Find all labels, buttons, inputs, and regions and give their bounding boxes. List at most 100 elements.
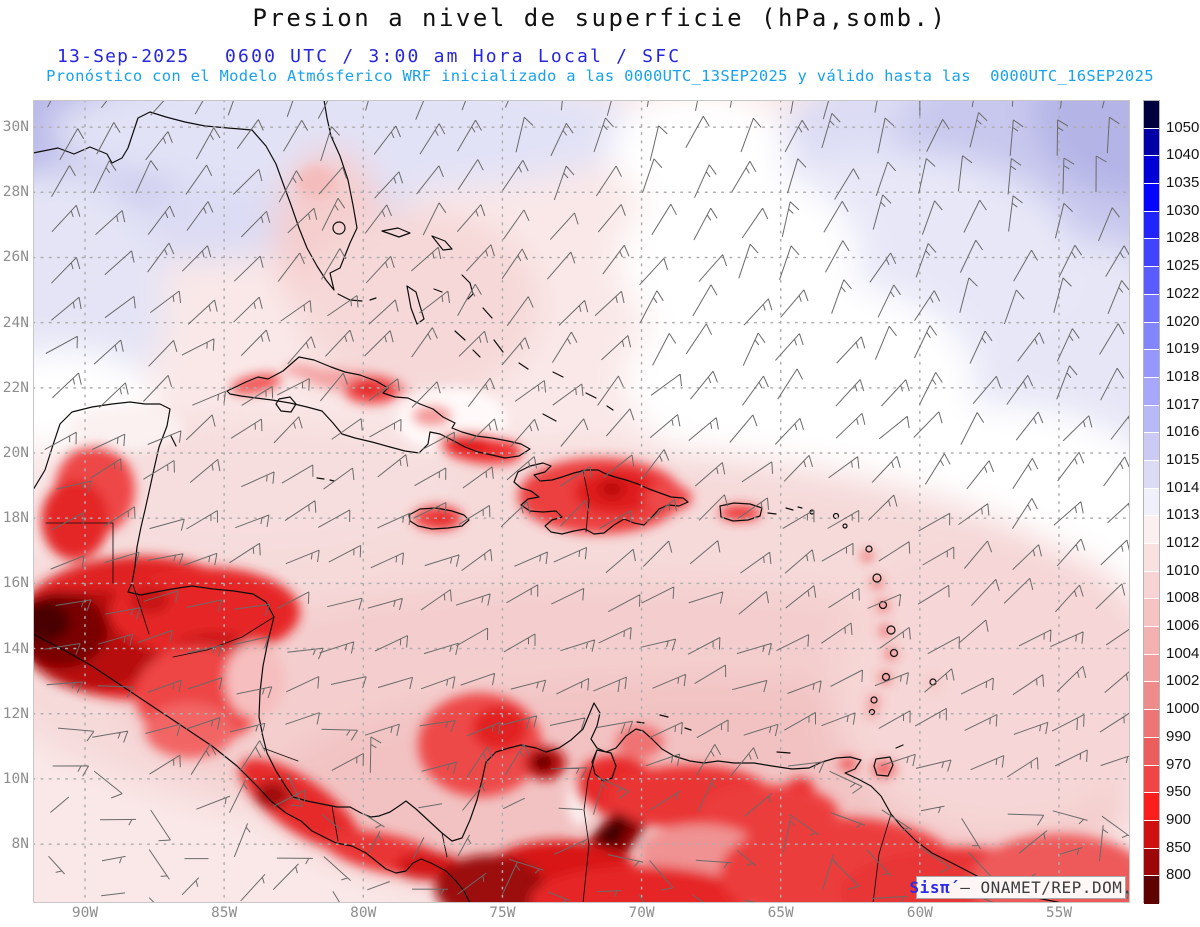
colorbar-cell bbox=[1144, 156, 1159, 185]
lon-label: 60W bbox=[906, 905, 933, 921]
coast-pacific bbox=[33, 633, 471, 903]
colorbar-cell bbox=[1144, 460, 1159, 489]
lon-label: 90W bbox=[71, 905, 99, 921]
colorbar-cell bbox=[1144, 544, 1159, 572]
colorbar-cell bbox=[1144, 184, 1159, 212]
colorbar-cell bbox=[1144, 793, 1159, 821]
colorbar-cell bbox=[1144, 267, 1159, 295]
pressure-shading-broad bbox=[33, 100, 1130, 903]
lon-label: 55W bbox=[1045, 905, 1073, 921]
lon-label: 85W bbox=[211, 905, 238, 921]
lat-label: 26N bbox=[2, 249, 29, 266]
coast-yucatan-central-america bbox=[33, 401, 463, 842]
graticule-dotted bbox=[33, 100, 1130, 903]
lat-label: 10N bbox=[2, 770, 29, 787]
lat-label: 18N bbox=[2, 510, 29, 527]
lake-okeechobee bbox=[332, 221, 346, 235]
colorbar-label: 1022 bbox=[1166, 284, 1200, 302]
colorbar-cell bbox=[1144, 101, 1159, 129]
colorbar-cell bbox=[1144, 876, 1159, 904]
wind-barb-field bbox=[44, 100, 1130, 903]
islands-virgin bbox=[767, 506, 803, 515]
colorbar-cell bbox=[1144, 433, 1159, 461]
coast-gulf-florida bbox=[33, 100, 358, 291]
pressure-colorbar bbox=[1143, 100, 1160, 904]
islands-bahamas bbox=[381, 227, 614, 422]
colorbar-cell bbox=[1144, 627, 1159, 655]
colorbar-cell bbox=[1144, 682, 1159, 711]
colorbar-label: 1002 bbox=[1166, 672, 1200, 690]
coast-puerto-rico bbox=[719, 502, 763, 522]
lon-label: 75W bbox=[489, 905, 516, 921]
colorbar-label: 950 bbox=[1166, 783, 1192, 801]
islands-abc-margarita bbox=[636, 714, 791, 754]
islands-cayman bbox=[316, 477, 335, 482]
colorbar-cell bbox=[1144, 848, 1159, 877]
colorbar-label: 990 bbox=[1166, 727, 1192, 745]
colorbar-cell bbox=[1144, 599, 1159, 628]
coastlines bbox=[33, 100, 1063, 903]
sispi-logo: Sisπ́ bbox=[909, 878, 951, 897]
colorbar-label: 1020 bbox=[1166, 312, 1200, 330]
colorbar-label: 1008 bbox=[1166, 589, 1200, 607]
lon-label: 65W bbox=[767, 905, 794, 921]
colorbar-label: 1015 bbox=[1166, 450, 1200, 468]
colorbar-cell bbox=[1144, 350, 1159, 378]
colorbar-label: 1014 bbox=[1166, 478, 1200, 496]
colorbar-label: 800 bbox=[1166, 866, 1192, 884]
lat-label: 14N bbox=[2, 640, 29, 657]
colorbar-label: 1000 bbox=[1166, 700, 1200, 718]
lat-label: 12N bbox=[2, 705, 29, 722]
colorbar-cell bbox=[1144, 377, 1159, 406]
colorbar-cell bbox=[1144, 765, 1159, 794]
colorbar-cell bbox=[1144, 239, 1159, 268]
colorbar-label: 1030 bbox=[1166, 201, 1200, 219]
colorbar-label: 1025 bbox=[1166, 257, 1200, 275]
colorbar-cell bbox=[1144, 294, 1159, 323]
lat-label: 28N bbox=[2, 184, 29, 201]
lat-label: 16N bbox=[2, 575, 29, 592]
lat-label: 20N bbox=[2, 445, 29, 461]
colorbar-label: 1028 bbox=[1166, 229, 1200, 247]
colorbar-label: 1016 bbox=[1166, 423, 1200, 441]
colorbar-label: 970 bbox=[1166, 755, 1192, 773]
colorbar-cell bbox=[1144, 571, 1159, 600]
lat-label: 30N bbox=[2, 119, 29, 136]
colorbar-label: 1004 bbox=[1166, 644, 1200, 662]
colorbar-label: 1035 bbox=[1166, 174, 1200, 192]
valid-date: 13-Sep-2025 bbox=[57, 46, 190, 67]
colorbar-label: 1050 bbox=[1166, 118, 1200, 136]
lat-label: 22N bbox=[2, 379, 29, 396]
colorbar-cell bbox=[1144, 322, 1159, 351]
colorbar-label: 1040 bbox=[1166, 146, 1200, 164]
lon-label: 80W bbox=[350, 905, 377, 921]
attribution-text: — ONAMET/REP.DOM. bbox=[950, 878, 1133, 897]
colorbar-label: 1006 bbox=[1166, 617, 1200, 635]
colorbar-cell bbox=[1144, 128, 1159, 157]
colorbar-label: 900 bbox=[1166, 810, 1192, 828]
colorbar-cell bbox=[1144, 737, 1159, 766]
colorbar-label: 1010 bbox=[1166, 561, 1200, 579]
colorbar-cell bbox=[1144, 405, 1159, 434]
colorbar-label: 850 bbox=[1166, 838, 1192, 856]
coast-hispaniola bbox=[513, 462, 689, 535]
colorbar-cell bbox=[1144, 516, 1159, 544]
island-cozumel bbox=[170, 435, 177, 447]
colorbar-label: 1019 bbox=[1166, 340, 1200, 358]
colorbar-cell bbox=[1144, 710, 1159, 738]
coast-south-america bbox=[461, 702, 1063, 903]
island-trinidad bbox=[873, 744, 904, 777]
colorbar-cell bbox=[1144, 654, 1159, 683]
border-haiti-dr bbox=[582, 469, 590, 533]
colorbar-label: 1017 bbox=[1166, 395, 1200, 413]
forecast-note: Pronóstico con el Modelo Atmósferico WRF… bbox=[46, 67, 1154, 85]
wind-barbs bbox=[44, 100, 1130, 903]
map-title: Presion a nivel de superficie (hPa,somb.… bbox=[252, 4, 948, 32]
country-borders bbox=[45, 522, 892, 903]
coast-cuba bbox=[226, 356, 531, 459]
colorbar-label: 1012 bbox=[1166, 534, 1200, 552]
valid-time: 0600 UTC / 3:00 am Hora Local / SFC bbox=[225, 46, 682, 67]
lon-label: 70W bbox=[628, 905, 655, 921]
lat-label: 24N bbox=[2, 314, 29, 331]
